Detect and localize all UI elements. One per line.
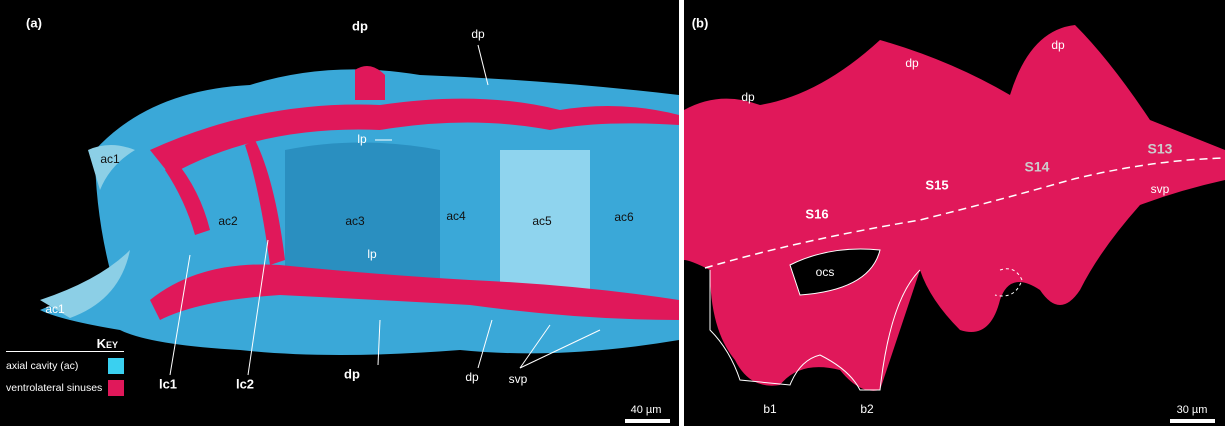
annotation: ac6 (614, 210, 634, 224)
key-row: axial cavity (ac) (6, 358, 124, 374)
annotation: svp (509, 372, 528, 386)
annotation: ac5 (532, 214, 552, 228)
annotation: lc2 (236, 376, 254, 391)
annotation: dp (905, 56, 919, 70)
annotation: svp (1151, 182, 1170, 196)
annotation: ac2 (218, 214, 238, 228)
annotation: dp (471, 27, 485, 41)
annotation: dp (1051, 38, 1065, 52)
annotation: lc1 (159, 376, 177, 391)
annotation: b1 (763, 402, 777, 416)
annotation: dp (465, 370, 479, 384)
annotation: S15 (925, 177, 948, 192)
key-row: ventrolateral sinuses (6, 380, 124, 396)
annotation: dp (344, 366, 360, 381)
annotation: ac4 (446, 209, 466, 223)
key-swatch (108, 358, 124, 374)
figure: (a) dp dp lp ac1 ac2 ac3 ac4 ac5 ac6 lp … (0, 0, 1225, 426)
figure-svg: (a) dp dp lp ac1 ac2 ac3 ac4 ac5 ac6 lp … (0, 0, 1225, 426)
annotation: ocs (816, 265, 835, 279)
key-label: ventrolateral sinuses (6, 382, 102, 394)
annotation: b2 (860, 402, 874, 416)
panel-label: (b) (692, 15, 709, 30)
sinus-dp (355, 66, 385, 100)
annotation: lp (357, 132, 367, 146)
key-title: Key (6, 336, 124, 352)
scale-bar-label: 30 µm (1177, 404, 1208, 416)
key: Key axial cavity (ac) ventrolateral sinu… (6, 336, 124, 402)
annotation: ac1 (100, 152, 120, 166)
scale-bar-label: 40 µm (631, 404, 662, 416)
key-swatch (108, 380, 124, 396)
annotation: S16 (805, 206, 828, 221)
annotation: S14 (1025, 159, 1050, 175)
annotation: ac3 (345, 214, 365, 228)
annotation: dp (741, 90, 755, 104)
panel-label: (a) (26, 15, 42, 30)
annotation: ac1 (45, 302, 65, 316)
annotation: S13 (1148, 141, 1173, 157)
key-label: axial cavity (ac) (6, 360, 78, 372)
scale-bar (1170, 419, 1215, 423)
scale-bar (625, 419, 670, 423)
annotation: lp (367, 247, 377, 261)
annotation: dp (352, 18, 368, 33)
